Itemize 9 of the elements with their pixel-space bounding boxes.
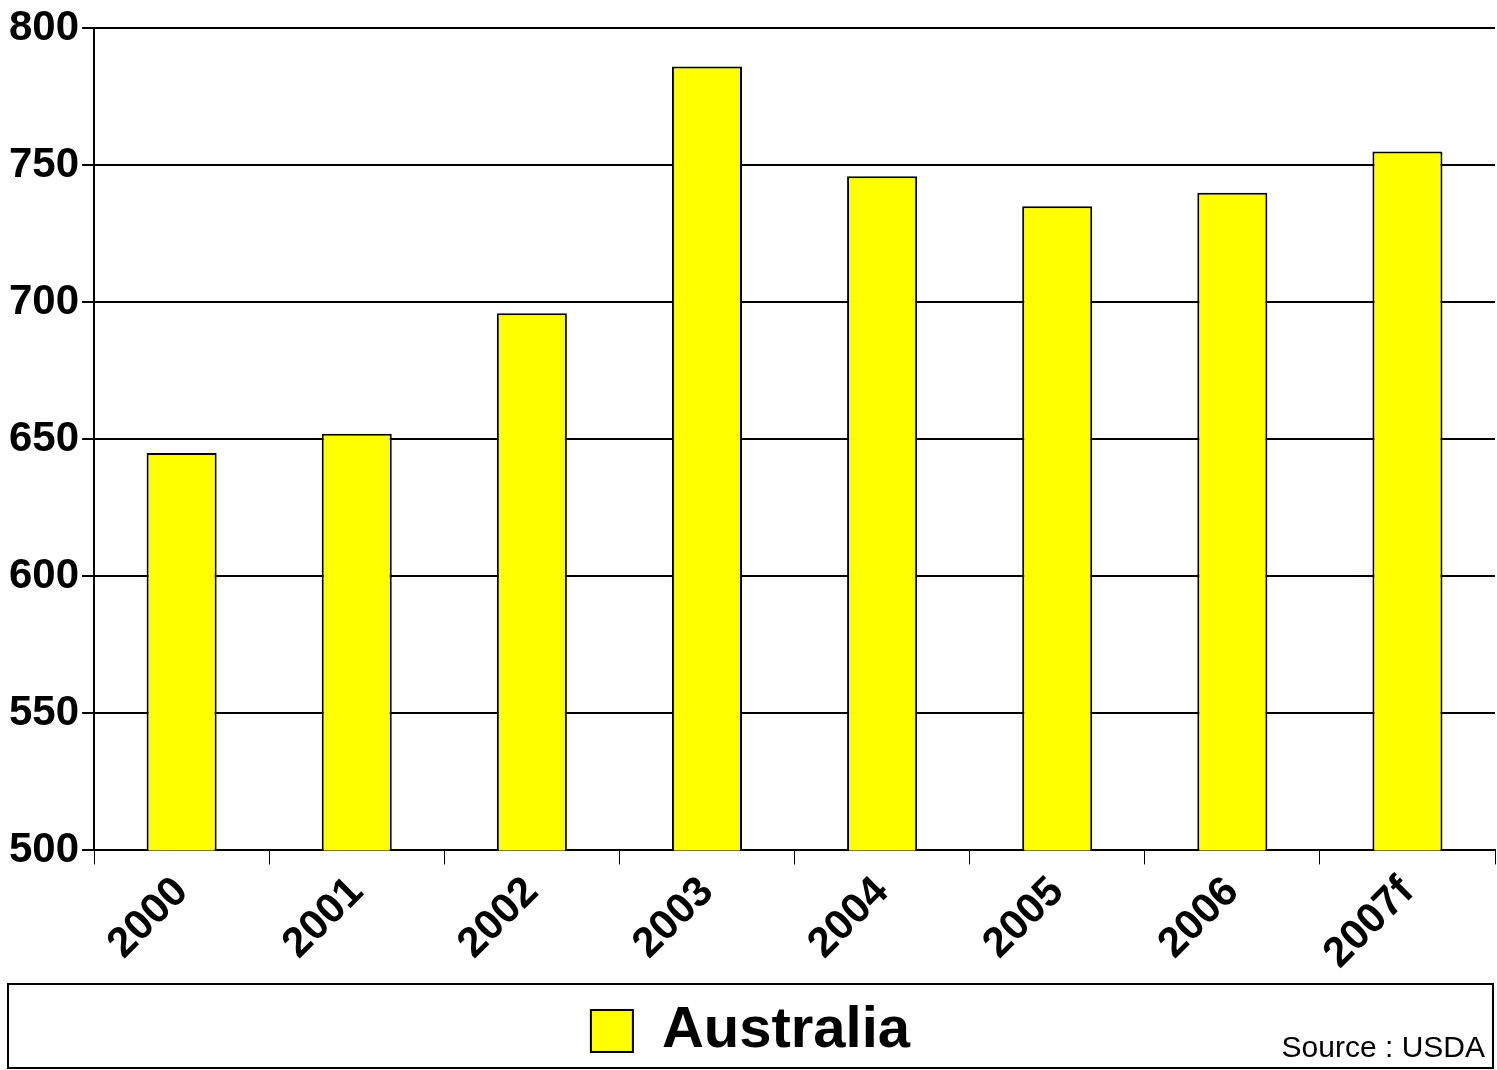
y-tick-label: 800	[9, 1, 80, 49]
y-tick-label: 700	[9, 275, 80, 323]
y-tick-label: 500	[9, 823, 80, 871]
y-tick-label: 750	[9, 138, 80, 186]
y-tick-label: 650	[9, 412, 80, 460]
y-tick-label: 550	[9, 686, 80, 734]
source-note: Source : USDA	[1281, 1030, 1485, 1064]
y-tick-label: 600	[9, 549, 80, 597]
legend-label: Australia	[661, 994, 911, 1059]
